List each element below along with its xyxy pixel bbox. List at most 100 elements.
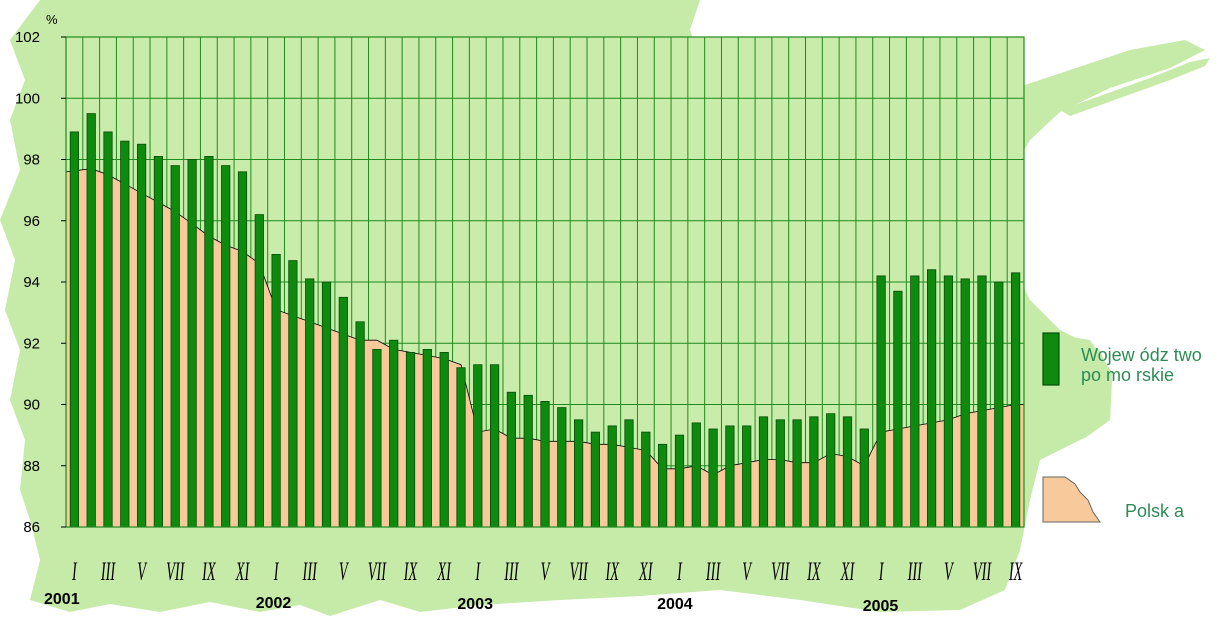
x-month-label: XI [638,556,653,586]
x-month-label: IX [605,556,620,586]
bar-month-3 [103,131,113,528]
bar-month-34 [624,419,634,528]
bar-month-12 [254,214,264,528]
x-month-label: V [944,556,954,586]
bar-month-48 [859,428,869,528]
x-month-label: IX [403,556,418,586]
bar-month-49 [876,275,886,528]
bar-month-11 [237,171,248,528]
x-month-label: XI [235,556,250,586]
bar-month-17 [338,296,348,528]
bar-month-15 [305,278,315,528]
y-tick-label: 90 [23,397,40,414]
bar-month-55 [977,275,987,528]
wojewodztwo-bars [69,113,1021,528]
x-month-label: XI [840,556,855,586]
bar-month-32 [590,431,601,528]
bar-month-47 [842,416,853,528]
bar-month-51 [910,275,920,528]
bar-month-2 [86,113,96,528]
x-axis-year-labels: 2001 2002 2003 2004 2005 [44,591,898,615]
x-year-label: 2002 [256,595,292,612]
x-month-label: I [273,556,279,586]
bar-month-4 [120,140,130,528]
x-year-label: 2005 [863,598,899,615]
bar-month-54 [960,278,970,528]
legend: Wojew ódz two po mo rskie Polsk a [1042,332,1202,523]
x-year-label: 2001 [44,591,80,608]
bar-month-18 [355,321,365,528]
y-tick-label: 94 [23,274,40,291]
y-tick-label: 92 [23,335,40,352]
bar-month-7 [170,165,180,528]
bar-month-6 [153,155,163,528]
legend-label-polska: Polsk a [1125,501,1185,521]
bar-month-22 [422,348,432,528]
bar-month-1 [69,131,79,528]
bar-month-29 [540,400,550,528]
x-month-label: V [137,556,147,586]
x-month-label: III [907,556,923,586]
legend-label-wojewodztwo-line1: Wojew ódz two [1081,345,1202,365]
y-tick-label: 96 [23,213,40,230]
x-month-label: V [742,556,752,586]
bar-month-45 [809,416,819,528]
bar-month-33 [607,425,617,528]
x-axis-month-labels: I III V VII IX XI I III V VII IX XI I III V VII IX XI I III… [71,556,1023,586]
y-tick-label: 88 [23,458,40,475]
bar-month-16 [321,281,332,528]
bar-month-27 [506,391,517,528]
x-month-label: XI [437,556,452,586]
bar-month-25 [473,364,483,528]
bar-month-30 [557,407,567,528]
bar-month-57 [1011,272,1021,528]
bar-month-44 [792,419,802,528]
bar-month-8 [187,159,197,528]
bar-month-37 [674,434,685,528]
bar-month-42 [758,416,769,528]
bar-month-50 [893,290,903,528]
y-tick-label: 86 [23,519,40,536]
bar-month-20 [389,339,399,528]
x-year-label: 2004 [657,596,693,613]
x-month-label: VII [569,556,588,586]
bar-month-36 [658,443,668,528]
x-month-label: III [504,556,520,586]
bar-month-56 [994,281,1004,528]
bar-month-43 [775,419,785,528]
x-month-label: VII [771,556,790,586]
x-month-label: VII [973,556,992,586]
bar-month-9 [204,155,214,528]
bar-month-52 [927,269,937,528]
bar-month-41 [742,425,752,528]
x-month-label: IX [201,556,216,586]
x-month-label: I [878,556,884,586]
bar-month-39 [708,428,718,528]
x-month-label: III [100,556,116,586]
x-month-label: VII [166,556,185,586]
x-month-label: V [339,556,349,586]
x-month-label: IX [1008,556,1023,586]
bar-month-46 [826,413,836,528]
x-month-label: V [541,556,551,586]
bar-month-10 [221,165,231,528]
bar-month-23 [439,351,449,528]
legend-swatch-wojewodztwo [1042,332,1060,386]
bar-month-13 [271,253,281,528]
y-tick-label: 100 [15,90,40,107]
bar-month-40 [725,425,735,528]
x-month-label: VII [368,556,387,586]
x-month-label: I [676,556,682,586]
x-month-label: III [705,556,721,586]
bar-month-5 [136,143,147,528]
y-axis-unit-label: % [46,12,58,27]
bar-month-14 [288,260,298,528]
x-month-label: IX [806,556,821,586]
legend-label-wojewodztwo-line2: po mo rskie [1081,365,1174,385]
legend-swatch-polska [1042,476,1101,523]
bar-month-38 [691,422,701,528]
bar-month-53 [943,275,954,528]
bar-month-24 [456,367,466,528]
x-month-label: I [475,556,481,586]
y-axis-ticks: 86 88 90 92 94 96 98 100 102 [15,29,66,536]
